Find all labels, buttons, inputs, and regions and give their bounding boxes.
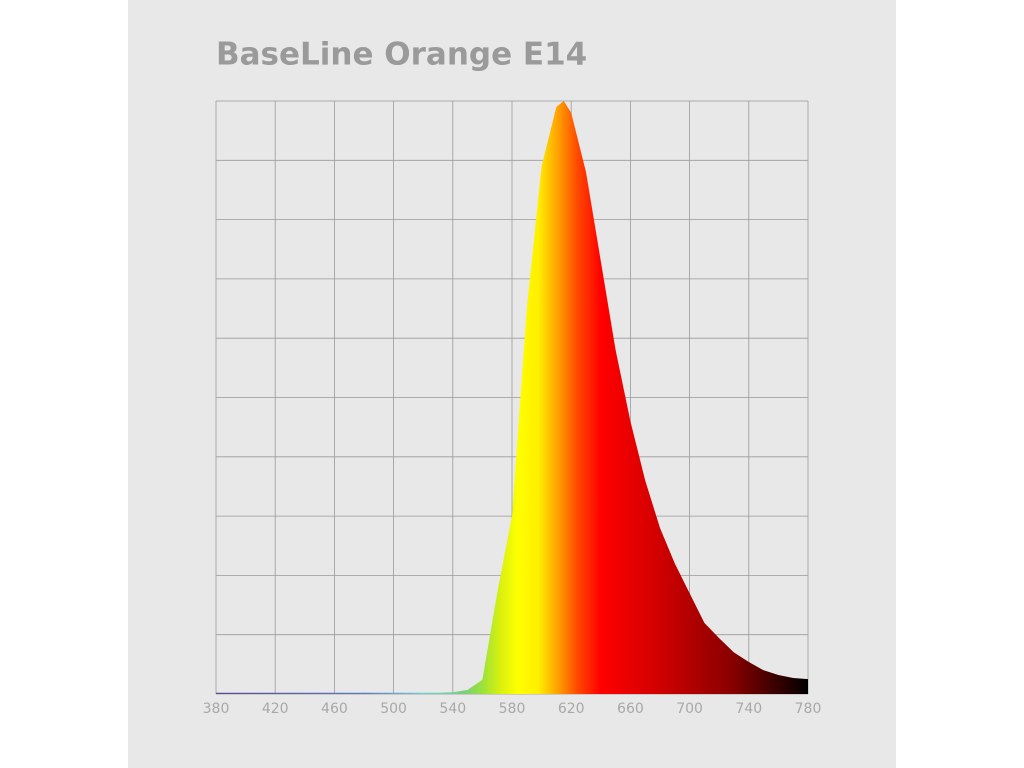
x-tick-label: 540 xyxy=(439,701,466,717)
x-tick-label: 660 xyxy=(617,701,644,717)
chart-title: BaseLine Orange E14 xyxy=(216,37,587,73)
x-tick-label: 380 xyxy=(203,701,230,717)
x-tick-label: 620 xyxy=(558,701,585,717)
x-tick-label: 580 xyxy=(499,701,526,717)
x-tick-label: 420 xyxy=(262,701,289,717)
x-tick-label: 780 xyxy=(795,701,822,717)
x-tick-label: 700 xyxy=(676,701,703,717)
x-tick-label: 460 xyxy=(321,701,348,717)
x-tick-label: 740 xyxy=(735,701,762,717)
x-tick-label: 500 xyxy=(380,701,407,717)
spectrum-area xyxy=(216,101,808,694)
